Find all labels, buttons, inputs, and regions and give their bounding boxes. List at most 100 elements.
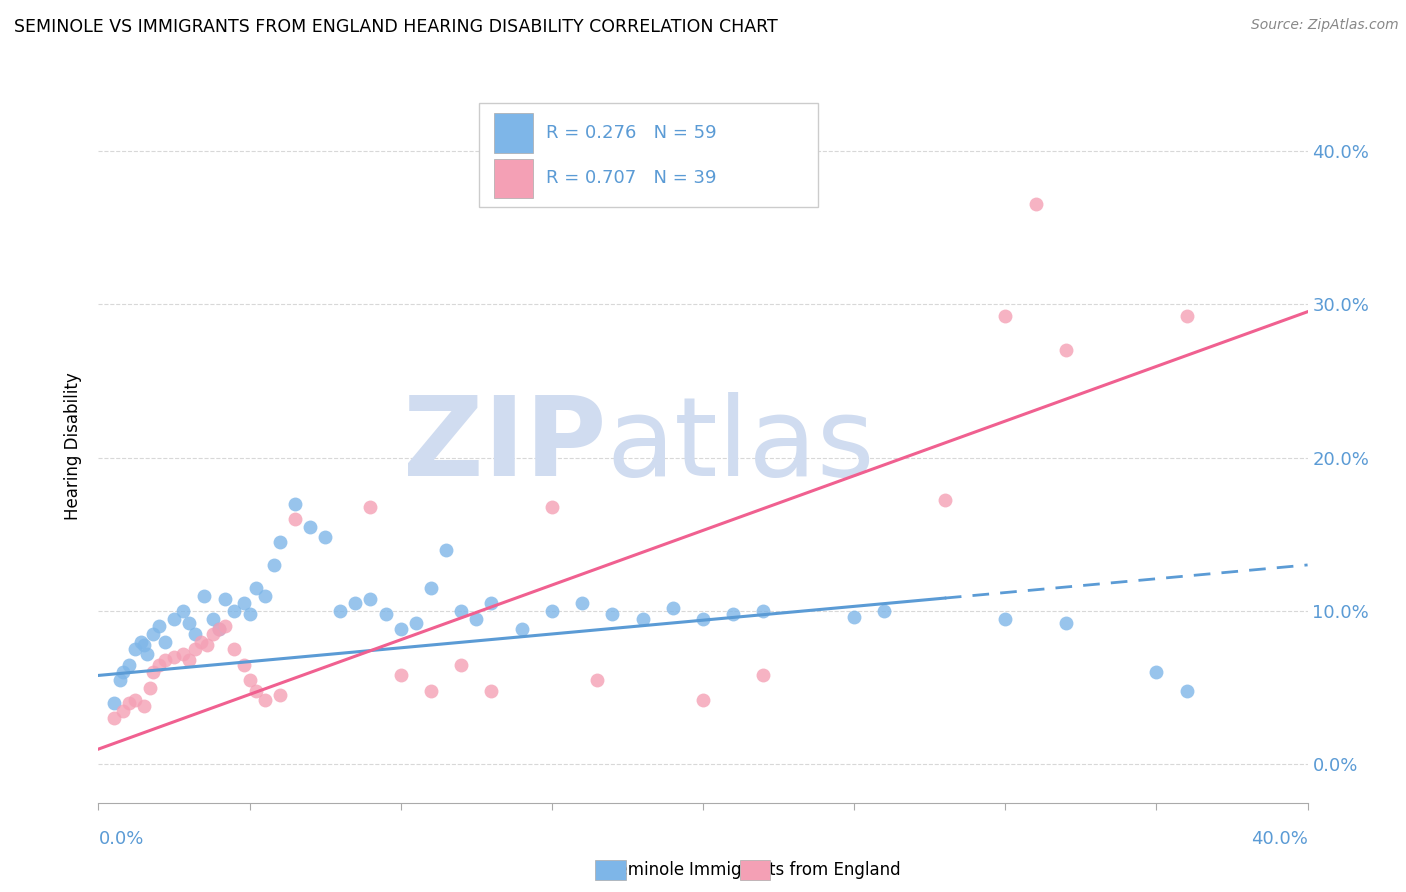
Point <box>135 647 157 661</box>
Point <box>163 650 186 665</box>
Text: Immigrants from England: Immigrants from England <box>689 861 900 879</box>
Point <box>723 607 745 621</box>
Point <box>153 653 176 667</box>
Point <box>420 683 443 698</box>
Point <box>253 693 276 707</box>
Point <box>540 500 562 514</box>
Point <box>299 519 322 533</box>
FancyBboxPatch shape <box>479 103 818 207</box>
Point <box>1144 665 1167 680</box>
Point <box>148 657 170 672</box>
Point <box>586 673 609 687</box>
Point <box>148 619 170 633</box>
Point <box>184 627 207 641</box>
Point <box>692 693 714 707</box>
Point <box>602 607 624 621</box>
Point <box>139 681 162 695</box>
Point <box>1024 197 1046 211</box>
Point <box>405 616 427 631</box>
Point <box>208 623 231 637</box>
Point <box>195 638 218 652</box>
Point <box>571 596 593 610</box>
Point <box>1054 343 1077 357</box>
Point <box>329 604 352 618</box>
Point <box>163 612 186 626</box>
Point <box>1175 683 1198 698</box>
Point <box>465 612 488 626</box>
Point <box>420 581 443 595</box>
Point <box>111 704 134 718</box>
Point <box>873 604 896 618</box>
Point <box>314 530 336 544</box>
Point <box>103 696 125 710</box>
Point <box>172 604 194 618</box>
Point <box>232 596 254 610</box>
Point <box>142 627 165 641</box>
FancyBboxPatch shape <box>494 159 533 198</box>
Text: ZIP: ZIP <box>404 392 606 500</box>
Point <box>132 699 155 714</box>
Point <box>934 493 956 508</box>
Text: R = 0.707   N = 39: R = 0.707 N = 39 <box>546 169 716 187</box>
Text: 40.0%: 40.0% <box>1251 830 1308 848</box>
Point <box>153 634 176 648</box>
Point <box>190 634 212 648</box>
Text: Seminole: Seminole <box>609 861 685 879</box>
Point <box>994 612 1017 626</box>
Point <box>450 657 472 672</box>
Point <box>224 604 246 618</box>
Point <box>129 634 152 648</box>
Point <box>374 607 396 621</box>
Point <box>193 589 215 603</box>
Point <box>202 627 225 641</box>
Point <box>239 607 262 621</box>
Point <box>752 604 775 618</box>
Point <box>214 619 236 633</box>
Point <box>124 642 146 657</box>
Point <box>284 497 307 511</box>
Point <box>184 642 207 657</box>
Point <box>208 623 231 637</box>
Point <box>1054 616 1077 631</box>
Point <box>179 616 201 631</box>
Text: 0.0%: 0.0% <box>98 830 143 848</box>
Text: SEMINOLE VS IMMIGRANTS FROM ENGLAND HEARING DISABILITY CORRELATION CHART: SEMINOLE VS IMMIGRANTS FROM ENGLAND HEAR… <box>14 18 778 36</box>
Point <box>269 535 291 549</box>
Point <box>662 601 685 615</box>
Point <box>172 647 194 661</box>
Text: Source: ZipAtlas.com: Source: ZipAtlas.com <box>1251 18 1399 32</box>
FancyBboxPatch shape <box>494 113 533 153</box>
Text: atlas: atlas <box>606 392 875 500</box>
Point <box>132 638 155 652</box>
Point <box>344 596 367 610</box>
Point <box>118 696 141 710</box>
Point <box>214 591 236 606</box>
Point <box>844 610 866 624</box>
Point <box>481 596 503 610</box>
Point <box>1175 310 1198 324</box>
Point <box>510 623 533 637</box>
Point <box>631 612 654 626</box>
Point <box>202 612 225 626</box>
Point <box>481 683 503 698</box>
Point <box>124 693 146 707</box>
Point <box>245 581 267 595</box>
Point <box>224 642 246 657</box>
Point <box>360 591 382 606</box>
Point <box>111 665 134 680</box>
Text: R = 0.276   N = 59: R = 0.276 N = 59 <box>546 124 717 142</box>
Point <box>232 657 254 672</box>
Point <box>752 668 775 682</box>
Y-axis label: Hearing Disability: Hearing Disability <box>65 372 83 520</box>
Point <box>540 604 562 618</box>
Point <box>179 653 201 667</box>
Point <box>389 623 412 637</box>
Point <box>263 558 285 572</box>
Point <box>245 683 267 698</box>
Point <box>434 542 457 557</box>
Point <box>994 310 1017 324</box>
Point <box>103 711 125 725</box>
Point <box>284 512 307 526</box>
Point <box>253 589 276 603</box>
Point <box>692 612 714 626</box>
